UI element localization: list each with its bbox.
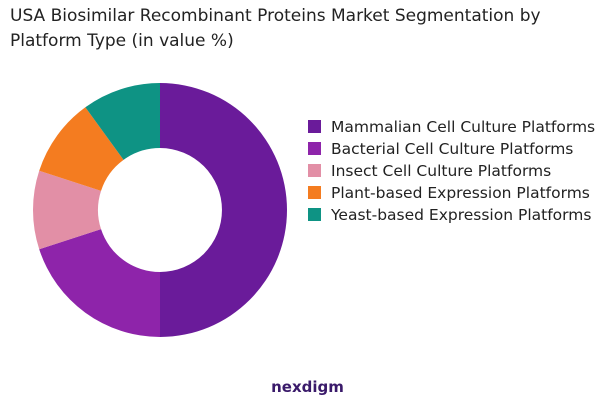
brand-logo: nexdigm (271, 378, 344, 396)
legend-swatch (308, 142, 321, 155)
donut-slice (39, 229, 161, 337)
legend-swatch (308, 164, 321, 177)
donut-slice (85, 83, 160, 160)
legend-item: Mammalian Cell Culture Platforms (308, 116, 598, 138)
legend-label: Plant-based Expression Platforms (331, 184, 590, 202)
legend-item: Insect Cell Culture Platforms (308, 160, 598, 182)
legend-swatch (308, 208, 321, 221)
legend-swatch (308, 120, 321, 133)
legend-item: Bacterial Cell Culture Platforms (308, 138, 598, 160)
legend-label: Yeast-based Expression Platforms (331, 206, 592, 224)
legend-label: Bacterial Cell Culture Platforms (331, 140, 574, 158)
legend-item: Yeast-based Expression Platforms (308, 204, 598, 226)
chart-title: USA Biosimilar Recombinant Proteins Mark… (10, 6, 541, 51)
legend-swatch (308, 186, 321, 199)
donut-slice (160, 83, 287, 337)
donut-slice (33, 170, 102, 250)
chart (33, 83, 287, 337)
legend-label: Insect Cell Culture Platforms (331, 162, 552, 180)
legend-label: Mammalian Cell Culture Platforms (331, 118, 596, 136)
legend-item: Plant-based Expression Platforms (308, 182, 598, 204)
donut-slice (39, 107, 124, 191)
legend: Mammalian Cell Culture Platforms Bacteria… (308, 116, 598, 226)
